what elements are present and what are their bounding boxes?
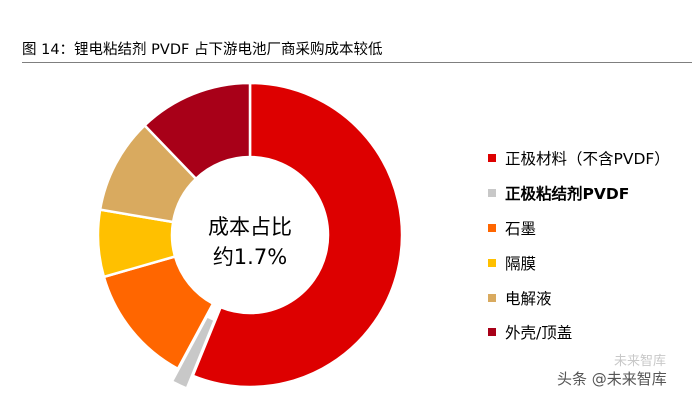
legend-item-3: 隔膜 [488,245,670,280]
legend-label: 外壳/顶盖 [505,324,573,343]
legend: 正极材料（不含PVDF） 正极粘结剂PVDF 石墨隔膜电解液外壳/顶盖 [488,141,670,350]
legend-label: 电解液 [505,289,552,308]
figure-title: 图 14：锂电粘结剂 PVDF 占下游电池厂商采购成本较低 [22,42,383,58]
pie-slice-5 [143,81,252,181]
center-label-line-1: 成本占比 [208,215,292,239]
legend-swatch [488,154,496,163]
center-label: 成本占比 约1.7% [190,212,310,272]
legend-item-4: 电解液 [488,280,670,315]
legend-label: 正极粘结剂PVDF [505,185,630,204]
legend-item-0: 正极材料（不含PVDF） [488,141,670,176]
legend-swatch [488,293,496,302]
legend-swatch [488,328,496,337]
legend-item-5: 外壳/顶盖 [488,315,670,350]
legend-item-2: 石墨 [488,211,670,246]
legend-item-1: 正极粘结剂PVDF [488,176,670,211]
legend-swatch [488,258,496,267]
watermark-faint: 未来智库 [614,354,667,369]
legend-swatch [488,223,496,232]
legend-label: 石墨 [505,219,537,238]
center-label-line-2: 约1.7% [212,245,288,269]
watermark: 头条 @未来智库 [557,370,667,388]
legend-swatch [488,189,496,198]
legend-label: 正极材料（不含PVDF） [505,150,670,169]
title-rule [22,62,692,63]
legend-label: 隔膜 [505,254,537,273]
pie-slice-0 [191,81,404,389]
